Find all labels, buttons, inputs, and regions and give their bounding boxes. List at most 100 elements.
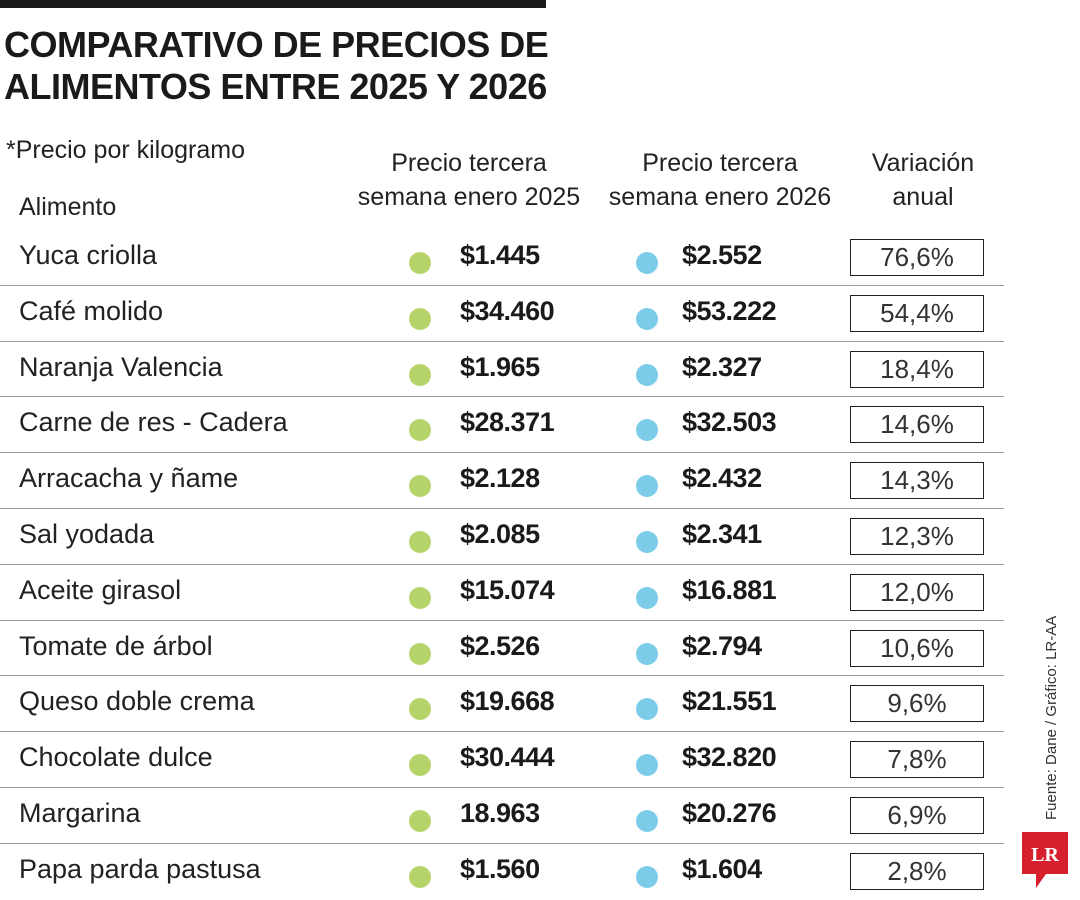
lr-logo-text: LR xyxy=(1031,844,1059,866)
price-2025: $2.526 xyxy=(460,630,540,661)
dot-2026-marker xyxy=(636,419,658,442)
dot-2025-marker xyxy=(409,252,431,274)
row-divider xyxy=(0,507,1004,509)
food-name: Carne de res - Cadera xyxy=(19,407,288,438)
column-header-2026: Precio tercera semana enero 2026 xyxy=(606,146,834,214)
price-2026: $20.276 xyxy=(682,797,777,828)
dot-2025-marker xyxy=(409,475,431,498)
price-2025: $19.668 xyxy=(460,686,555,717)
table-row: Yuca criolla $1.445 $2.552 76,6% xyxy=(0,230,1010,286)
price-2025: $30.444 xyxy=(460,742,555,773)
dot-2026-marker xyxy=(636,865,658,888)
food-name: Margarina xyxy=(19,797,141,828)
dot-2025-marker xyxy=(409,809,431,832)
price-2025: $1.445 xyxy=(460,240,540,270)
variation-box: 14,3% xyxy=(850,462,984,500)
dot-2026-marker xyxy=(636,809,658,832)
variation-box: 7,8% xyxy=(850,741,984,779)
price-2025: $15.074 xyxy=(460,574,555,605)
table-row: Arracacha y ñame $2.128 $2.432 14,3% xyxy=(0,453,1010,509)
price-2026: $21.551 xyxy=(682,686,777,717)
dot-2025-marker xyxy=(409,642,431,665)
column-header-variacion: Variación anual xyxy=(852,146,994,214)
food-name: Chocolate dulce xyxy=(19,742,213,773)
dot-2026-marker xyxy=(636,475,658,498)
dot-2026-marker xyxy=(636,642,658,665)
price-2025: $2.085 xyxy=(460,518,540,549)
price-2025: $1.965 xyxy=(460,351,540,382)
column-header-2025-line-2: semana enero 2025 xyxy=(357,183,581,211)
dot-2026-marker xyxy=(636,586,658,609)
column-header-variacion-line-2: anual xyxy=(892,183,954,211)
row-divider xyxy=(0,619,1004,621)
variation-box: 2,8% xyxy=(850,852,984,890)
food-name: Café molido xyxy=(19,295,164,326)
table-row: Carne de res - Cadera $28.371 $32.503 14,6% xyxy=(0,397,1010,454)
column-header-2025-line-1: Precio tercera xyxy=(391,149,547,177)
table-row: Sal yodada $2.085 $2.341 12,3% xyxy=(0,509,1010,565)
price-table: Yuca criolla $1.445 $2.552 76,6% Café molido… xyxy=(0,230,1010,900)
variation-box: 12,3% xyxy=(850,517,984,555)
food-name: Aceite girasol xyxy=(19,574,182,605)
chart-title: COMPARATIVO DE PRECIOS DE ALIMENTOS ENTR… xyxy=(4,24,624,108)
column-header-variacion-line-1: Variación xyxy=(871,149,975,177)
variation-box: 9,6% xyxy=(850,685,984,723)
table-row: Chocolate dulce $30.444 $32.820 7,8% xyxy=(0,732,1010,788)
dot-2025-marker xyxy=(409,307,431,330)
price-2026: $2.432 xyxy=(682,463,762,494)
column-header-2026-line-2: semana enero 2026 xyxy=(608,183,832,211)
column-header-2025: Precio tercera semana enero 2025 xyxy=(355,146,583,214)
dot-2026-marker xyxy=(636,754,658,777)
table-row: Naranja Valencia $1.965 $2.327 18,4% xyxy=(0,342,1010,398)
title-line-2: ALIMENTOS ENTRE 2025 Y 2026 xyxy=(4,66,547,107)
variation-box: 76,6% xyxy=(850,239,984,276)
food-name: Arracacha y ñame xyxy=(19,463,239,494)
dot-2025-marker xyxy=(409,754,431,777)
variation-box: 12,0% xyxy=(850,573,984,611)
food-name: Papa parda pastusa xyxy=(19,853,261,884)
variation-box: 6,9% xyxy=(850,796,984,834)
price-2026: $1.604 xyxy=(682,853,762,884)
price-2026: $2.794 xyxy=(682,630,762,661)
table-row: Papa parda pastusa $1.560 $1.604 2,8% xyxy=(0,844,1010,900)
dot-2026-marker xyxy=(636,363,658,386)
price-2025: 18.963 xyxy=(460,797,540,828)
table-row: Queso doble crema $19.668 $21.551 9,6% xyxy=(0,676,1010,733)
price-2026: $2.327 xyxy=(682,351,762,382)
dot-2025-marker xyxy=(409,865,431,888)
variation-box: 10,6% xyxy=(850,629,984,667)
column-header-2026-line-1: Precio tercera xyxy=(642,149,798,177)
title-line-1: COMPARATIVO DE PRECIOS DE xyxy=(4,24,549,65)
dot-2026-marker xyxy=(636,698,658,721)
price-2026: $32.503 xyxy=(682,407,777,438)
variation-box: 14,6% xyxy=(850,406,984,444)
table-row: Café molido $34.460 $53.222 54,4% xyxy=(0,286,1010,342)
lr-logo-shape xyxy=(1022,832,1068,888)
row-divider xyxy=(0,842,1004,844)
row-divider xyxy=(0,340,1004,342)
dot-2025-marker xyxy=(409,419,431,442)
price-2026: $16.881 xyxy=(682,574,777,605)
table-row: Aceite girasol $15.074 $16.881 12,0% xyxy=(0,565,1010,621)
price-2026: $53.222 xyxy=(682,295,777,326)
dot-2025-marker xyxy=(409,586,431,609)
dot-2026-marker xyxy=(636,530,658,553)
table-row: Tomate de árbol $2.526 $2.794 10,6% xyxy=(0,621,1010,677)
row-divider xyxy=(0,284,1004,286)
source-credit: Fuente: Dane / Gráfico: LR-AA xyxy=(1043,615,1060,820)
row-divider xyxy=(0,563,1004,565)
dot-2025-marker xyxy=(409,698,431,721)
variation-box: 54,4% xyxy=(850,294,984,332)
table-row: Margarina 18.963 $20.276 6,9% xyxy=(0,788,1010,844)
row-divider xyxy=(0,675,1004,677)
price-2026: $32.820 xyxy=(682,742,777,773)
food-name: Naranja Valencia xyxy=(19,351,223,382)
price-2025: $34.460 xyxy=(460,295,555,326)
row-divider xyxy=(0,786,1004,788)
price-2025: $2.128 xyxy=(460,463,540,494)
variation-box: 18,4% xyxy=(850,350,984,388)
price-2026: $2.341 xyxy=(682,518,762,549)
price-2025: $1.560 xyxy=(460,853,540,884)
lr-logo: LR xyxy=(1022,832,1068,888)
top-rule xyxy=(0,0,546,8)
